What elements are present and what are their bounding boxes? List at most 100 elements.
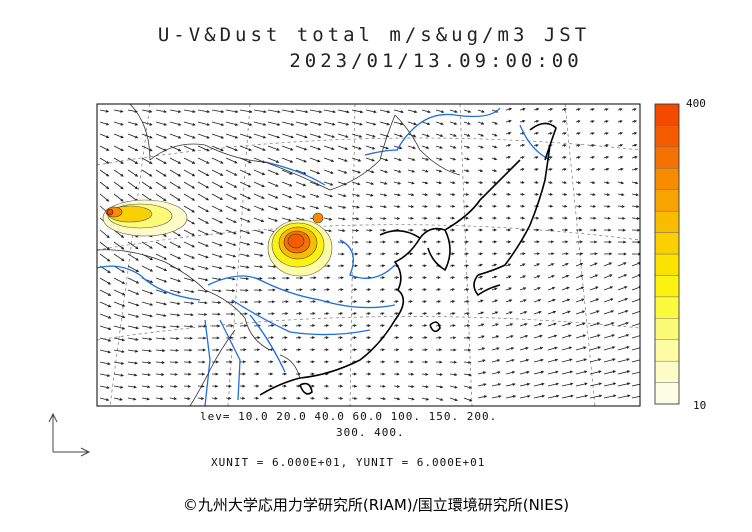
wind-arrow (183, 348, 193, 352)
wind-arrow (575, 334, 587, 339)
wind-arrow (491, 121, 499, 125)
wind-arrow (603, 394, 617, 399)
wind-arrow (463, 264, 470, 268)
wind-arrow (365, 109, 377, 114)
rivers (97, 107, 551, 406)
wind-arrow (365, 384, 372, 388)
wind-arrow (169, 109, 182, 113)
wind-arrow (155, 193, 167, 202)
wind-arrow (239, 265, 250, 269)
wind-arrow (575, 192, 582, 196)
wind-arrow (491, 263, 498, 267)
wind-arrow (225, 169, 238, 176)
wind-arrow (449, 181, 456, 185)
wind-arrow (547, 298, 556, 303)
wind-arrow (351, 157, 362, 162)
wind-arrow (491, 371, 501, 375)
wind-arrow (253, 348, 261, 352)
wind-arrow (309, 372, 315, 376)
wind-arrow (267, 265, 277, 268)
colorbar-segment (654, 382, 680, 405)
wind-arrow (449, 252, 455, 256)
wind-arrow (505, 395, 517, 399)
wind-arrow (351, 324, 357, 328)
wind-arrow (351, 217, 360, 221)
wind-arrow (575, 346, 587, 351)
wind-arrow (253, 253, 264, 257)
wind-arrow (183, 397, 191, 400)
wind-arrow (365, 169, 375, 174)
wind-arrow (393, 193, 401, 197)
wind-arrow (225, 265, 237, 269)
wind-arrow (463, 385, 473, 389)
wind-arrow (183, 384, 192, 388)
wind-arrow (239, 181, 252, 188)
wind-arrow (547, 275, 555, 279)
wind-arrow (561, 181, 567, 184)
wind-arrow (337, 360, 343, 364)
wind-arrow (337, 264, 345, 268)
wind-arrow (127, 253, 139, 261)
wind-arrow (519, 252, 526, 256)
wind-arrow (365, 397, 372, 400)
wind-arrow (491, 133, 498, 137)
wind-arrow (519, 156, 525, 159)
wind-arrow (477, 216, 483, 220)
wind-arrow (169, 157, 182, 164)
wind-arrow (365, 288, 372, 292)
contour-levels-line1: lev= 10.0 20.0 40.0 60.0 100. 150. 200. (200, 410, 498, 423)
wind-arrow (533, 334, 543, 339)
wind-arrow (547, 358, 559, 363)
wind-arrow (211, 133, 225, 139)
wind-arrow (505, 144, 512, 147)
wind-arrow (435, 240, 442, 244)
wind-arrow (295, 193, 306, 198)
wind-arrow (309, 109, 323, 114)
wind-arrow (309, 169, 321, 175)
wind-arrow (631, 335, 640, 339)
wind-arrow (197, 217, 210, 224)
wind-arrow (449, 360, 458, 364)
wind-arrow (477, 240, 483, 244)
wind-arrow (547, 180, 553, 184)
wind-arrow (281, 324, 289, 328)
wind-arrow (197, 396, 205, 400)
wind-arrow (253, 241, 264, 246)
wind-arrow (533, 382, 545, 387)
wind-arrow (211, 109, 225, 114)
wind-arrow (435, 181, 442, 185)
wind-arrow (323, 157, 335, 162)
wind-arrow (603, 228, 612, 232)
wind-arrow (337, 217, 346, 221)
wind-arrow (267, 181, 279, 187)
wind-arrow (197, 277, 209, 282)
wind-arrow (337, 169, 348, 174)
wind-arrow (337, 181, 348, 186)
wind-arrow (631, 309, 640, 315)
wind-arrow (198, 348, 207, 352)
wind-arrow (239, 253, 251, 257)
wind-arrow (267, 133, 281, 139)
wind-arrow (183, 313, 194, 317)
wind-arrow (519, 107, 526, 111)
wind-arrow (169, 360, 179, 364)
wind-arrow (505, 263, 512, 267)
wind-arrow (589, 252, 598, 256)
wind-arrow (505, 335, 514, 339)
wind-arrow (239, 324, 248, 328)
wind-arrow (561, 156, 567, 159)
wind-arrow (239, 277, 250, 281)
wind-arrow (183, 277, 195, 282)
wind-arrow (99, 277, 112, 285)
wind-arrow (295, 121, 309, 126)
wind-arrow (393, 372, 400, 376)
wind-arrow (127, 337, 139, 341)
wind-arrow (155, 157, 167, 164)
wind-arrow (365, 252, 373, 256)
wind-arrow (435, 157, 443, 161)
wind-arrow (603, 132, 609, 135)
wind-arrow (365, 121, 377, 126)
wind-arrow (169, 241, 182, 248)
wind-arrow (463, 336, 471, 340)
wind-arrow (617, 370, 631, 375)
